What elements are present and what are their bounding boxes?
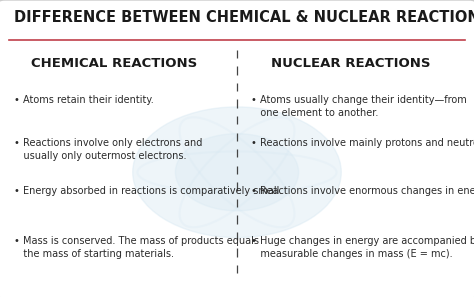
Text: • Mass is conserved. The mass of products equals
   the mass of starting materia: • Mass is conserved. The mass of product… bbox=[14, 236, 259, 259]
Text: NUCLEAR REACTIONS: NUCLEAR REACTIONS bbox=[271, 57, 430, 70]
Text: • Reactions involve enormous changes in energy.: • Reactions involve enormous changes in … bbox=[251, 186, 474, 196]
Circle shape bbox=[133, 107, 341, 238]
Text: • Huge changes in energy are accompanied by
   measurable changes in mass (E = m: • Huge changes in energy are accompanied… bbox=[251, 236, 474, 259]
Text: DIFFERENCE BETWEEN CHEMICAL & NUCLEAR REACTIONS: DIFFERENCE BETWEEN CHEMICAL & NUCLEAR RE… bbox=[14, 10, 474, 26]
Circle shape bbox=[175, 134, 299, 211]
Text: • Atoms retain their identity.: • Atoms retain their identity. bbox=[14, 95, 154, 105]
Text: • Energy absorbed in reactions is comparatively small.: • Energy absorbed in reactions is compar… bbox=[14, 186, 283, 196]
Text: CHEMICAL REACTIONS: CHEMICAL REACTIONS bbox=[31, 57, 197, 70]
Text: • Reactions involve mainly protons and neutrons.: • Reactions involve mainly protons and n… bbox=[251, 138, 474, 148]
Text: • Atoms usually change their identity—from
   one element to another.: • Atoms usually change their identity—fr… bbox=[251, 95, 467, 118]
Text: • Reactions involve only electrons and
   usually only outermost electrons.: • Reactions involve only electrons and u… bbox=[14, 138, 202, 161]
